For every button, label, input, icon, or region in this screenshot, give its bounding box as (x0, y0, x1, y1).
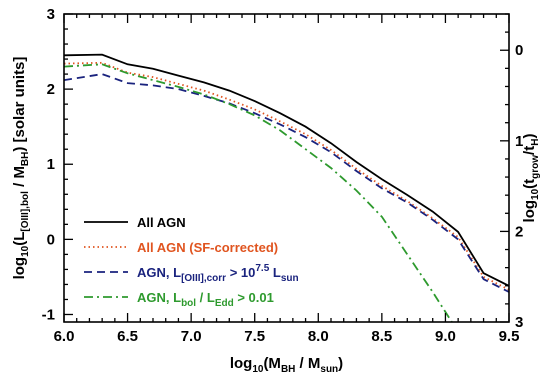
legend-label-1: All AGN (137, 215, 186, 230)
series-line-2 (63, 61, 510, 291)
series-layer (63, 53, 510, 323)
y-tick-label: 0 (47, 231, 55, 248)
x-tick-label: 8.0 (308, 328, 329, 345)
x-tick-label: 8.5 (371, 328, 392, 345)
y-tick-label: 1 (47, 156, 55, 173)
y-axis-title: log10(L[OIII],bol / MBH) [solar units] (11, 57, 31, 280)
y2-tick-label: 2 (515, 223, 523, 240)
y2-axis-title: log10(tgrow/tH) (521, 134, 541, 223)
series-line-4 (63, 63, 453, 323)
y2-tick-label: 1 (515, 133, 523, 150)
x-tick-label: 7.0 (181, 328, 202, 345)
plot-frame (63, 13, 510, 323)
y-tick-label: 3 (47, 6, 55, 23)
y-tick-label: -1 (42, 306, 55, 323)
legend: All AGN All AGN (SF-corrected) AGN, L[OIII… (84, 215, 299, 309)
x-tick-label: 9.0 (435, 328, 456, 345)
x-tick-label: 6.5 (117, 328, 138, 345)
x-tick-label: 7.5 (244, 328, 265, 345)
y2-tick-label: 3 (515, 314, 523, 331)
x-axis-title: log10(MBH / Msun) (230, 355, 343, 375)
legend-label-3: AGN, L[OIII],corr > 107.5 Lsun (137, 263, 299, 284)
axis-labels: log10(MBH / Msun) log10(L[OIII],bol / MBH… (11, 57, 541, 375)
y2-tick-label: 0 (515, 42, 523, 59)
series-line-3 (63, 73, 510, 293)
series-line-1 (63, 53, 510, 287)
x-tick-label: 9.5 (499, 328, 520, 345)
legend-label-2: All AGN (SF-corrected) (137, 240, 278, 255)
legend-label-4: AGN, Lbol / LEdd > 0.01 (137, 290, 274, 309)
y-tick-label: 2 (47, 81, 55, 98)
axes-layer: 6.0 6.5 7.0 7.5 8.0 8.5 9.0 9.5 -1 0 1 2 3 0 1 2 3 (42, 6, 524, 345)
x-tick-label: 6.0 (54, 328, 75, 345)
